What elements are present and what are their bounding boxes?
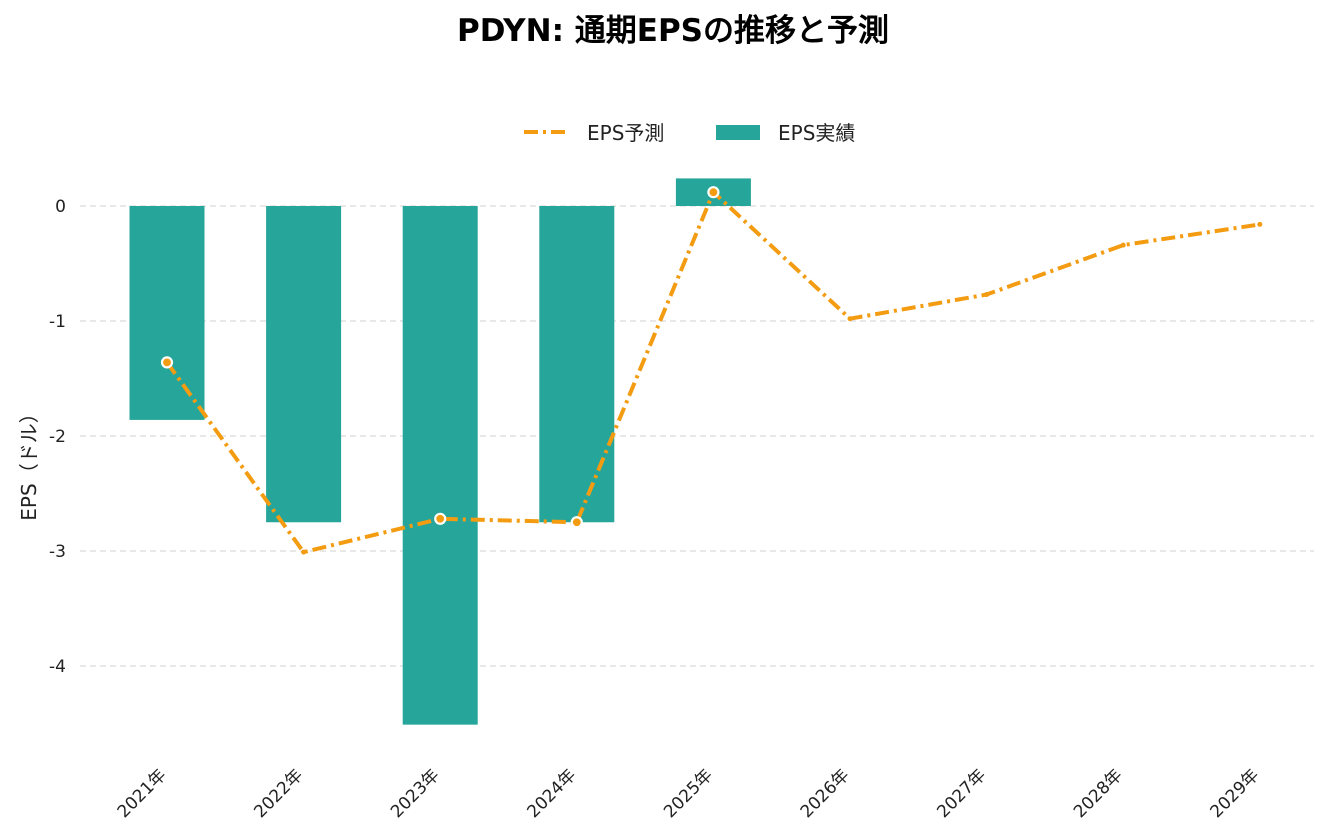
x-tick-label: 2023年 [387, 765, 444, 822]
x-tick-label: 2028年 [1070, 765, 1127, 822]
y-axis-label: EPS（ドル） [17, 403, 41, 520]
x-tick-labels: 2021年 2022年 2023年 2024年 2025年 2026年 2027年 2028年… [114, 765, 1264, 822]
bar-actual [129, 206, 205, 420]
gridlines [80, 205, 1314, 667]
bar-actual [539, 206, 615, 523]
y-tick-label: -3 [49, 542, 66, 562]
forecast-point [984, 292, 990, 298]
chart-title: PDYN: 通期EPSの推移と予測 [457, 13, 889, 49]
y-tick-label: 0 [55, 197, 66, 217]
y-tick-label: -4 [49, 657, 66, 677]
forecast-point [1257, 221, 1263, 227]
y-tick-labels: 0 -1 -2 -3 -4 [49, 197, 66, 677]
legend-actual-swatch [716, 125, 760, 140]
forecast-point-marker [570, 516, 583, 529]
bar-actual [402, 206, 478, 725]
legend-item-forecast: EPS予測 [524, 121, 664, 145]
line-forecast [160, 186, 1263, 555]
forecast-point-marker [160, 356, 174, 369]
forecast-point [1120, 242, 1126, 248]
bars-actual [129, 178, 751, 725]
x-tick-label: 2029年 [1207, 765, 1264, 822]
forecast-point [847, 316, 853, 322]
y-tick-label: -2 [49, 427, 66, 447]
x-tick-label: 2022年 [250, 765, 307, 822]
legend-actual-label: EPS実績 [778, 121, 855, 145]
forecast-point [301, 549, 307, 555]
bar-actual [266, 206, 342, 523]
x-tick-label: 2026年 [797, 765, 854, 822]
x-tick-label: 2025年 [660, 765, 717, 822]
forecast-point-marker [707, 186, 720, 199]
y-tick-label: -1 [49, 312, 66, 332]
x-tick-label: 2024年 [524, 765, 581, 822]
legend: EPS予測 EPS実績 [524, 121, 855, 145]
x-tick-label: 2027年 [933, 765, 990, 822]
forecast-point-marker [434, 512, 447, 525]
legend-item-actual: EPS実績 [716, 121, 855, 145]
legend-forecast-label: EPS予測 [587, 121, 664, 145]
x-tick-label: 2021年 [114, 765, 171, 822]
